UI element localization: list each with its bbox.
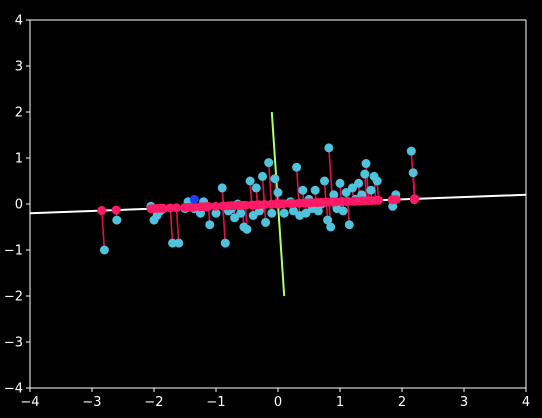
projection-connector-31 [261,176,266,205]
projected-point-0 [97,206,107,216]
projected-point-16 [204,202,214,212]
data-point-36 [273,188,283,197]
data-point-29 [251,183,261,193]
projection-connector-8 [175,207,180,244]
y-tick-label-8: 4 [15,14,23,29]
projected-point-8 [171,203,181,213]
x-tick-label-4: 0 [274,395,282,410]
data-point-59 [344,220,354,230]
data-point-65 [361,159,371,169]
plot-area [30,111,526,297]
data-point-58 [341,188,351,197]
y-tick-label-5: 1 [15,152,23,167]
data-point-41 [292,162,302,172]
data-point-43 [298,185,308,195]
x-tick-label-3: −1 [206,395,225,410]
y-tick-label-1: −3 [4,336,23,351]
data-point-1 [112,215,122,225]
data-point-44 [301,208,311,218]
data-point-47 [310,185,320,195]
data-point-54 [329,190,339,200]
projected-point-26 [240,200,250,210]
data-point-31 [258,171,267,181]
projection-connector-19 [222,205,227,244]
data-point-27 [245,176,255,186]
x-tick-label-0: −4 [20,395,39,410]
data-point-8 [174,238,184,248]
data-point-24 [236,208,246,218]
data-point-64 [360,169,370,179]
data-point-19 [220,238,230,248]
y-tick-label-7: 3 [15,60,23,75]
projected-point-17 [211,201,221,211]
data-point-38 [279,208,289,218]
y-tick-label-6: 2 [15,106,23,121]
data-point-68 [372,176,382,186]
data-point-48 [313,206,323,216]
projection-connector-41 [295,167,300,204]
projection-connector-33 [267,162,273,205]
projection-connector-0 [100,210,106,251]
data-point-35 [270,174,280,184]
data-point-32 [261,217,271,227]
y-tick-label-2: −2 [4,290,23,305]
data-point-72 [408,168,418,178]
y-tick-label-4: 0 [15,198,23,213]
projection-connector-65 [365,163,370,201]
projected-point-38 [279,199,289,209]
x-tick-label-8: 4 [522,395,530,410]
y-tick-label-3: −1 [4,244,23,259]
data-point-66 [366,185,376,195]
data-point-34 [267,208,277,218]
data-point-53 [326,222,336,232]
data-point-62 [354,178,364,188]
x-tick-label-5: 1 [336,395,344,410]
projected-point-6 [158,203,168,213]
projected-point-70 [391,195,401,205]
y-tick-label-0: −4 [4,382,23,397]
data-point-71 [406,146,416,156]
data-point-69 [388,201,398,211]
data-point-40 [289,206,298,216]
data-point-7 [168,238,178,248]
data-point-17 [211,208,221,218]
axes: −4 −3 −2 −1 0 1 2 3 4 −4 −3 −2 −1 0 1 2 3 4 [4,14,530,411]
projected-point-68 [373,195,383,205]
highlight-point [189,194,199,204]
projection-connector-7 [169,207,174,244]
data-point-52 [324,143,334,153]
data-point-57 [338,206,348,216]
data-point-26 [242,224,252,234]
x-tick-label-2: −2 [144,395,163,410]
data-point-50 [320,176,329,186]
x-tick-label-7: 3 [460,395,468,410]
projected-point-32 [259,200,269,210]
projected-point-1 [111,205,121,215]
data-point-51 [323,215,333,225]
data-point-16 [205,220,215,230]
projected-point-73 [409,194,419,204]
data-point-22 [230,213,240,223]
data-point-18 [217,183,227,193]
x-tick-label-1: −3 [82,395,101,410]
data-point-28 [248,211,258,220]
x-tick-label-6: 2 [398,395,406,410]
data-point-60 [347,183,357,193]
plot-inner [30,111,526,297]
data-point-56 [335,178,345,188]
data-point-33 [264,158,274,168]
data-point-0 [99,245,109,255]
